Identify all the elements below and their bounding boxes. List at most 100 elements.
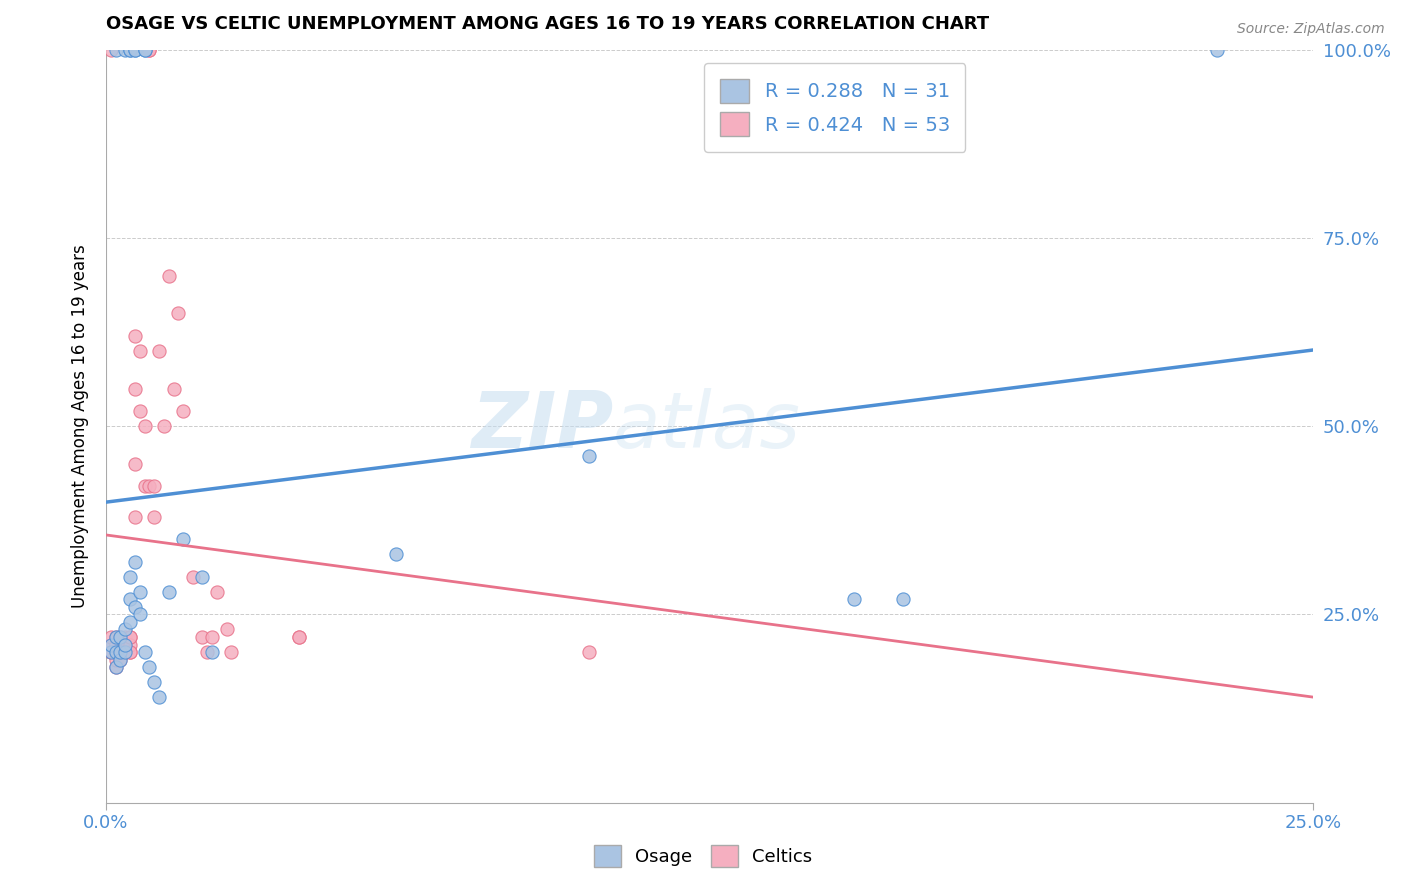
- Point: [157, 268, 180, 283]
- Point: [162, 382, 184, 396]
- Point: [578, 645, 600, 659]
- Point: [134, 479, 156, 493]
- Point: [138, 43, 160, 57]
- Point: [100, 638, 122, 652]
- Point: [104, 660, 127, 674]
- Point: [124, 599, 146, 614]
- Point: [100, 645, 122, 659]
- Point: [221, 645, 243, 659]
- Point: [201, 630, 224, 644]
- Point: [104, 660, 127, 674]
- Point: [128, 584, 150, 599]
- Point: [138, 43, 160, 57]
- Point: [143, 675, 166, 690]
- Point: [124, 382, 146, 396]
- Text: Source: ZipAtlas.com: Source: ZipAtlas.com: [1237, 22, 1385, 37]
- Point: [110, 645, 132, 659]
- Point: [124, 329, 146, 343]
- Point: [114, 645, 136, 659]
- Point: [104, 652, 127, 666]
- Point: [114, 645, 136, 659]
- Point: [110, 652, 132, 666]
- Point: [181, 570, 204, 584]
- Point: [215, 623, 238, 637]
- Point: [100, 645, 122, 659]
- Point: [384, 547, 406, 561]
- Point: [104, 645, 127, 659]
- Point: [172, 532, 194, 546]
- Point: [578, 450, 600, 464]
- Point: [104, 43, 127, 57]
- Point: [110, 645, 132, 659]
- Point: [114, 645, 136, 659]
- Point: [143, 479, 166, 493]
- Point: [118, 630, 141, 644]
- Point: [104, 630, 127, 644]
- Point: [201, 645, 224, 659]
- Point: [110, 652, 132, 666]
- Point: [104, 645, 127, 659]
- Point: [118, 615, 141, 629]
- Text: OSAGE VS CELTIC UNEMPLOYMENT AMONG AGES 16 TO 19 YEARS CORRELATION CHART: OSAGE VS CELTIC UNEMPLOYMENT AMONG AGES …: [105, 15, 988, 33]
- Legend: R = 0.288   N = 31, R = 0.424   N = 53: R = 0.288 N = 31, R = 0.424 N = 53: [704, 63, 966, 152]
- Point: [110, 645, 132, 659]
- Point: [118, 630, 141, 644]
- Point: [191, 570, 214, 584]
- Point: [118, 638, 141, 652]
- Point: [118, 43, 141, 57]
- Point: [844, 592, 866, 607]
- Point: [100, 645, 122, 659]
- Point: [104, 638, 127, 652]
- Point: [110, 630, 132, 644]
- Point: [118, 645, 141, 659]
- Point: [118, 43, 141, 57]
- Point: [124, 457, 146, 471]
- Point: [114, 638, 136, 652]
- Point: [124, 555, 146, 569]
- Point: [104, 630, 127, 644]
- Point: [124, 509, 146, 524]
- Point: [110, 638, 132, 652]
- Point: [114, 638, 136, 652]
- Point: [138, 660, 160, 674]
- Point: [134, 43, 156, 57]
- Point: [128, 607, 150, 622]
- Point: [118, 592, 141, 607]
- Text: atlas: atlas: [613, 388, 801, 464]
- Point: [143, 509, 166, 524]
- Point: [167, 306, 190, 320]
- Point: [195, 645, 218, 659]
- Point: [100, 638, 122, 652]
- Point: [114, 43, 136, 57]
- Point: [100, 43, 122, 57]
- Point: [124, 43, 146, 57]
- Text: ZIP: ZIP: [471, 388, 613, 464]
- Point: [104, 645, 127, 659]
- Point: [172, 404, 194, 418]
- Point: [110, 630, 132, 644]
- Legend: Osage, Celtics: Osage, Celtics: [586, 838, 820, 874]
- Point: [1205, 43, 1227, 57]
- Point: [205, 584, 228, 599]
- Point: [118, 645, 141, 659]
- Point: [148, 343, 170, 358]
- Point: [134, 43, 156, 57]
- Y-axis label: Unemployment Among Ages 16 to 19 years: Unemployment Among Ages 16 to 19 years: [72, 244, 89, 608]
- Point: [153, 419, 176, 434]
- Point: [124, 43, 146, 57]
- Point: [128, 404, 150, 418]
- Point: [100, 630, 122, 644]
- Point: [138, 479, 160, 493]
- Point: [148, 690, 170, 705]
- Point: [891, 592, 914, 607]
- Point: [118, 570, 141, 584]
- Point: [191, 630, 214, 644]
- Point: [128, 343, 150, 358]
- Point: [288, 630, 311, 644]
- Point: [100, 645, 122, 659]
- Point: [114, 623, 136, 637]
- Point: [134, 645, 156, 659]
- Point: [110, 645, 132, 659]
- Point: [114, 630, 136, 644]
- Point: [157, 584, 180, 599]
